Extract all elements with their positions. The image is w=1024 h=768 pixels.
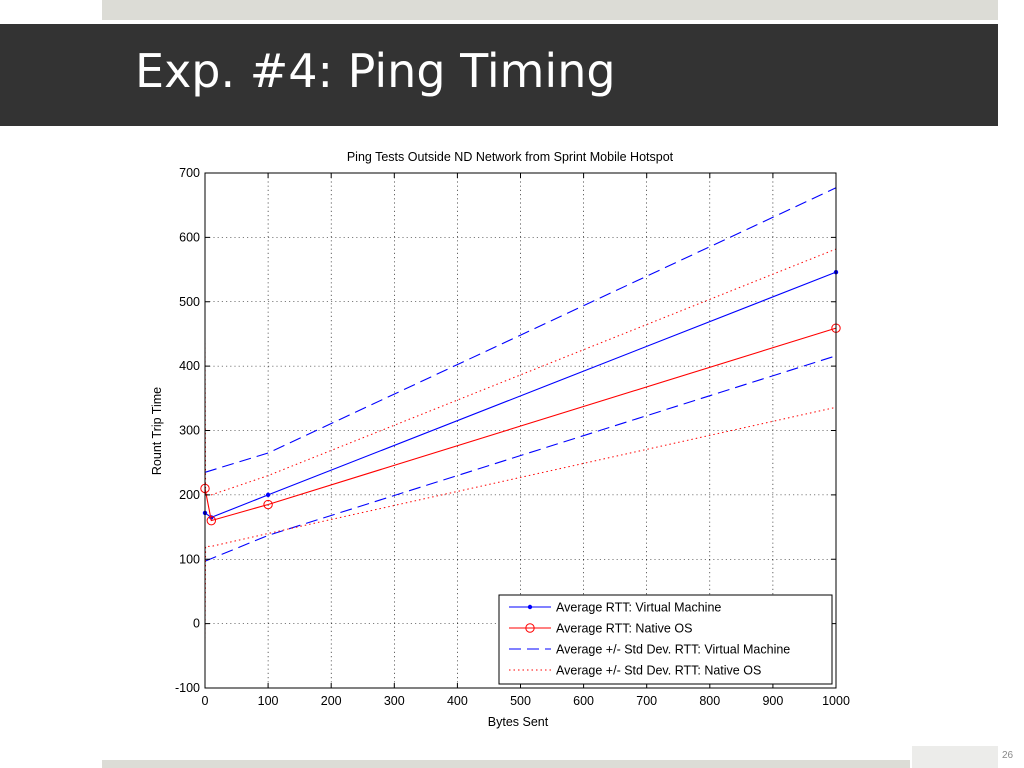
bottom-accent-strip [102, 760, 910, 768]
x-tick-label: 900 [762, 694, 783, 708]
legend-box [498, 594, 833, 685]
legend-marker [525, 623, 535, 633]
x-tick-label: 100 [258, 694, 279, 708]
x-tick-label: 700 [636, 694, 657, 708]
x-tick-label: 200 [321, 694, 342, 708]
ping-timing-chart: 0 100 200 300 400 500 600 700 800 900 1000-1000100… [150, 150, 850, 729]
x-tick-label: 1000 [822, 694, 850, 708]
x-tick-label: 800 [699, 694, 720, 708]
x-tick-label: 600 [573, 694, 594, 708]
legend-label: Average +/- Std Dev. RTT: Native OS [556, 664, 761, 678]
y-axis-label: Rount Trip Time [150, 387, 164, 475]
series-layer [200, 187, 841, 643]
tick-layer: 0 100 200 300 400 500 600 700 800 900 1000-1000100… [175, 166, 850, 708]
y-tick-label: 500 [179, 295, 200, 309]
series-line-2 [204, 327, 837, 522]
title-bar [0, 24, 998, 126]
series-point-1 [265, 492, 271, 498]
x-tick-label: 500 [510, 694, 531, 708]
series-line-3 [204, 187, 837, 473]
y-tick-label: 600 [179, 230, 200, 244]
series-line-4 [204, 355, 837, 562]
legend-marker [527, 604, 533, 610]
y-tick-label: -100 [175, 681, 200, 695]
x-tick-label: 300 [384, 694, 405, 708]
series-line-1 [204, 271, 837, 519]
y-tick-label: 100 [179, 552, 200, 566]
legend-label: Average +/- Std Dev. RTT: Virtual Machin… [556, 643, 790, 657]
bottom-accent-block [912, 746, 998, 768]
top-accent-strip [102, 0, 998, 20]
series-point-2 [263, 499, 273, 510]
x-tick-label: 0 [202, 694, 209, 708]
series-point-2 [206, 515, 217, 526]
y-tick-label: 200 [179, 488, 200, 502]
x-tick-label: 400 [447, 694, 468, 708]
slide-title: Exp. #4: Ping Timing [135, 44, 616, 98]
y-tick-label: 700 [179, 166, 200, 180]
y-tick-label: 0 [193, 617, 200, 631]
x-axis-label: Bytes Sent [488, 715, 549, 729]
chart-legend: Average RTT: Virtual Machine Average RTT:… [498, 594, 833, 685]
series-line-5 [204, 248, 837, 496]
y-tick-label: 400 [179, 359, 200, 373]
slide-number: 26 [1002, 750, 1014, 761]
legend-label: Average RTT: Virtual Machine [556, 601, 721, 615]
y-tick-label: 300 [179, 424, 200, 438]
legend-label: Average RTT: Native OS [556, 622, 692, 636]
chart-title: Ping Tests Outside ND Network from Sprin… [347, 150, 674, 164]
